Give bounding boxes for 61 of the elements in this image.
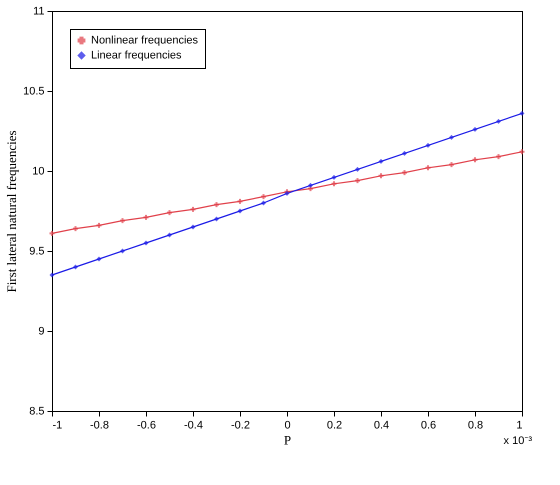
x-tick-label: 0: [284, 420, 291, 432]
point: [50, 272, 54, 278]
point: [238, 208, 242, 214]
x-axis-title: P: [284, 432, 292, 448]
point: [144, 214, 148, 220]
point: [190, 206, 196, 212]
point: [426, 165, 430, 170]
point: [73, 264, 78, 270]
point: [144, 240, 148, 246]
point: [214, 216, 219, 222]
y-axis-title: First lateral natural frequencies: [4, 130, 20, 293]
x-tick-label: 0.4: [374, 420, 390, 432]
point: [261, 200, 266, 206]
point: [167, 210, 172, 216]
x-tick-label: -0.6: [137, 420, 156, 432]
point: [308, 182, 313, 188]
point: [167, 232, 172, 238]
point: [214, 202, 219, 208]
point: [378, 173, 384, 178]
point: [332, 174, 336, 180]
y-tick-label: 9: [38, 326, 44, 338]
point: [238, 198, 242, 204]
y-tick-label: 10: [32, 166, 44, 178]
point: [496, 154, 501, 160]
legend-label: Nonlinear frequencies: [91, 34, 199, 46]
y-tick-label: 9.5: [29, 246, 44, 258]
point: [355, 178, 360, 184]
point: [261, 194, 266, 200]
point: [520, 149, 524, 154]
point: [73, 226, 78, 232]
point: [120, 218, 125, 224]
x-tick-label: 0.2: [326, 420, 342, 432]
point: [96, 256, 102, 262]
point: [472, 157, 478, 162]
point: [520, 110, 524, 116]
point: [355, 166, 360, 172]
x-tick-label: -0.4: [184, 420, 203, 432]
point: [449, 134, 454, 140]
point: [50, 230, 54, 236]
x-tick-label: -1: [52, 420, 62, 432]
point: [496, 118, 501, 124]
point: [402, 170, 407, 176]
y-tick-label: 11: [33, 6, 44, 18]
x-tick-label: 0.6: [420, 420, 436, 432]
x-tick-label: -0.8: [90, 420, 109, 432]
point: [378, 158, 384, 164]
point: [120, 248, 125, 254]
legend-label: Linear frequencies: [91, 50, 182, 62]
point: [402, 150, 407, 156]
point: [332, 181, 336, 186]
x-tick-label: 1: [516, 420, 522, 432]
point: [449, 162, 454, 168]
point: [472, 126, 478, 132]
y-tick-label: 8.5: [29, 406, 44, 418]
y-tick-label: 10.5: [23, 86, 44, 98]
x-tick-label: 0.8: [468, 420, 484, 432]
x-tick-label: -0.2: [231, 420, 250, 432]
point: [96, 222, 102, 228]
text: x 10⁻³: [504, 435, 532, 447]
point: [190, 224, 196, 230]
point: [426, 142, 430, 148]
